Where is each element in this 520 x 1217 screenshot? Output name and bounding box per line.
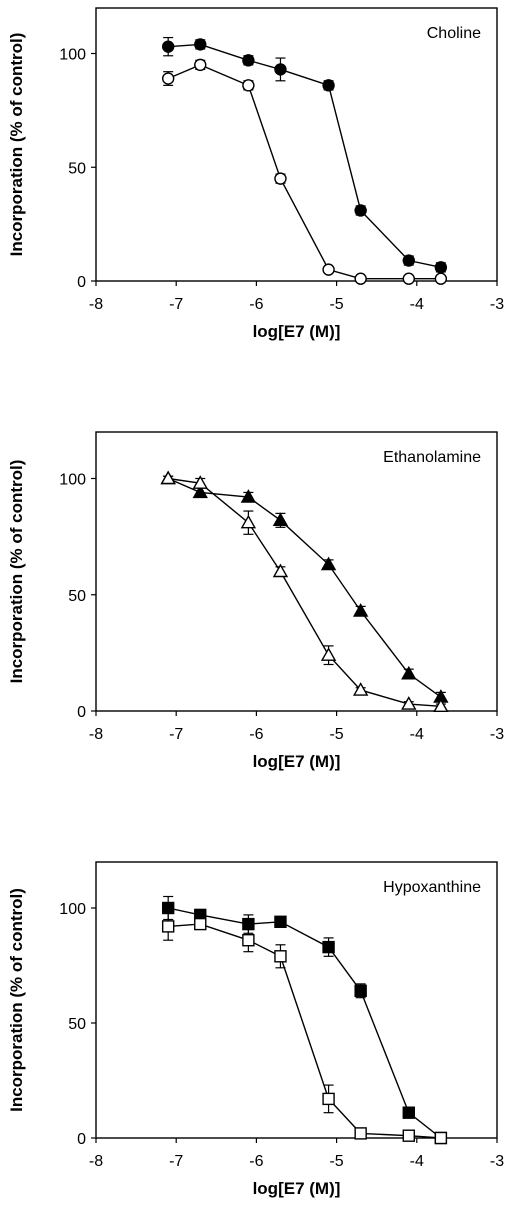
series-line [168,43,442,269]
x-tick-label: -5 [329,296,343,313]
data-point [354,1127,367,1140]
data-point [160,470,176,485]
data-point [322,79,335,92]
y-tick-label: 0 [77,274,86,291]
chart-title: Choline [427,25,481,42]
x-tick-label: -6 [249,1153,263,1170]
series-1 [160,470,449,703]
data-point [274,950,287,963]
plot-frame [95,7,498,282]
data-point [161,40,175,53]
x-tick-label: -6 [249,726,263,743]
x-axis-label: log[E7 (M)] [253,752,341,771]
series-2 [161,911,448,1145]
data-point [434,261,448,274]
plot-frame [95,431,498,712]
series-line [168,477,441,708]
data-point [242,79,255,92]
series-line [168,923,441,1139]
x-axis-label: log[E7 (M)] [253,322,341,341]
x-tick-label: -3 [490,726,504,743]
x-tick-label: -4 [410,726,424,743]
y-axis-label: Incorporation (% of control) [7,33,26,257]
x-tick-label: -5 [329,726,343,743]
data-point [240,514,257,529]
data-point [401,665,417,680]
chart-panel-3: 0 50 100 -8 -7 -6 -5 -4 -3 log[E7 (M)] Incorporati… [7,861,504,1198]
data-point [274,63,287,76]
series-2 [160,470,449,713]
x-tick-label: -7 [169,1153,183,1170]
data-point [192,475,208,489]
y-tick-label: 0 [77,1131,86,1148]
data-point [354,204,367,217]
data-point [433,698,449,713]
x-tick-label: -6 [249,296,263,313]
x-tick-label: -8 [89,296,103,313]
data-point [320,556,337,571]
data-point [242,54,255,67]
data-point [354,272,367,285]
x-tick-label: -4 [410,296,424,313]
y-tick-label: 100 [59,47,86,64]
x-tick-label: -8 [89,726,103,743]
series-line [167,477,442,698]
x-tick-label: -8 [89,1153,103,1170]
data-point [272,563,289,578]
x-tick-label: -7 [169,296,183,313]
data-point [402,254,415,267]
data-point [274,915,287,928]
data-point [192,484,208,499]
series-2 [161,58,448,285]
y-axis-label: Incorporation (% of control) [7,888,26,1112]
data-point [274,172,287,185]
data-point [434,1131,448,1145]
series-line [167,64,441,280]
chart-panel-1: 0 50 100 -8 -7 -6 -5 -4 -3 log[E7 (M)] Incorporati… [7,7,504,341]
data-point [322,940,335,954]
data-point [242,917,255,931]
x-tick-label: -7 [169,726,183,743]
data-point [242,934,255,947]
x-tick-label: -3 [490,296,504,313]
y-tick-label: 0 [77,704,86,721]
y-tick-label: 100 [59,901,86,918]
data-point [320,647,337,661]
chart-title: Ethanolamine [383,449,481,466]
data-point [322,1092,335,1106]
data-point [401,696,417,710]
series-1 [161,895,448,1145]
x-axis-label: log[E7 (M)] [253,1179,341,1198]
data-point [352,682,369,696]
series-line [168,907,442,1139]
plot-frame [95,861,498,1139]
data-point [402,1129,415,1142]
y-tick-label: 50 [68,1016,86,1033]
data-point [352,603,369,617]
y-tick-label: 50 [68,160,86,177]
data-point [194,38,207,51]
x-tick-label: -5 [329,1153,343,1170]
data-point [272,512,289,527]
data-point [161,72,175,85]
data-point [402,1106,415,1119]
x-tick-label: -4 [410,1153,424,1170]
chart-panel-2: 0 50 100 -8 -7 -6 -5 -4 -3 log[E7 (M)] Incorporati… [7,431,504,771]
data-point [194,58,207,72]
data-point [161,920,175,933]
data-point [354,984,367,997]
x-tick-label: -3 [490,1153,504,1170]
data-point [194,917,207,931]
y-tick-label: 100 [59,472,86,489]
data-point [322,263,335,276]
data-point [434,272,448,285]
y-tick-label: 50 [68,588,86,605]
data-point [240,489,257,503]
data-point [402,272,415,285]
series-1 [161,36,448,274]
y-axis-label: Incorporation (% of control) [7,460,26,684]
chart-title: Hypoxanthine [383,879,481,896]
data-point [161,901,175,915]
